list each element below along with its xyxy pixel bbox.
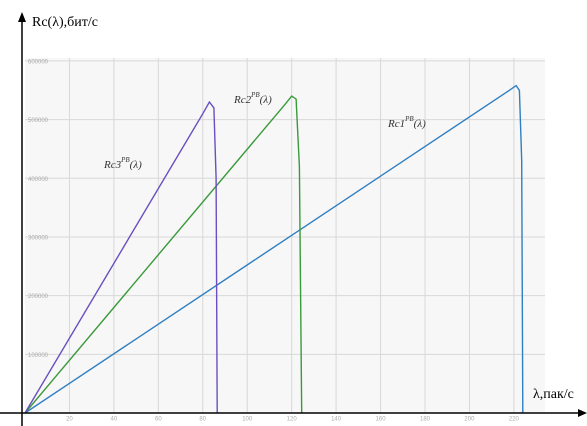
x-tick-label: 180 [420,417,431,423]
annotation-tail: (λ) [414,118,426,130]
x-tick-label: 140 [331,417,342,423]
y-tick-label: 600000 [28,60,49,66]
annotation-sup: PB [250,91,260,99]
annotation-tail: (λ) [260,94,272,106]
annotation-sup: PB [120,156,130,164]
annotation-base: Rc2 [233,94,252,106]
lines [24,84,524,414]
series-line [24,95,303,414]
y-axis-label: Rc(λ),бит/с [32,15,98,30]
x-arrow [578,409,587,417]
x-tick-label: 220 [509,417,520,423]
y-tick-label: 200000 [28,294,49,300]
annotation: Rc1PB(λ) [387,115,426,130]
y-tick-label: 100000 [28,353,49,359]
y-tick-label: 500000 [28,118,49,124]
x-axis-label: λ,пак/с [533,387,574,402]
x-tick-label: 100 [242,417,253,423]
series-line [24,84,524,414]
series-line [24,100,218,414]
annotation: Rc2PB(λ) [233,91,272,106]
annotation-sup: PB [404,115,414,123]
x-tick-label: 160 [376,417,387,423]
x-tick-label: 60 [155,417,162,423]
y-tick-label: 400000 [28,177,49,183]
plot-area [25,58,545,413]
y-arrow [18,12,26,22]
x-tick-label: 200 [464,417,475,423]
annotation-base: Rc1 [387,118,405,130]
x-tick-label: 120 [287,417,298,423]
annotation-base: Rc3 [103,159,122,171]
annotation: Rc3PB(λ) [103,156,142,171]
grid [25,58,545,413]
y-tick-label: 300000 [28,236,49,242]
annotation-tail: (λ) [130,159,142,171]
x-tick-label: 20 [66,417,73,423]
x-tick-label: 80 [199,417,206,423]
x-tick-label: 40 [111,417,118,423]
